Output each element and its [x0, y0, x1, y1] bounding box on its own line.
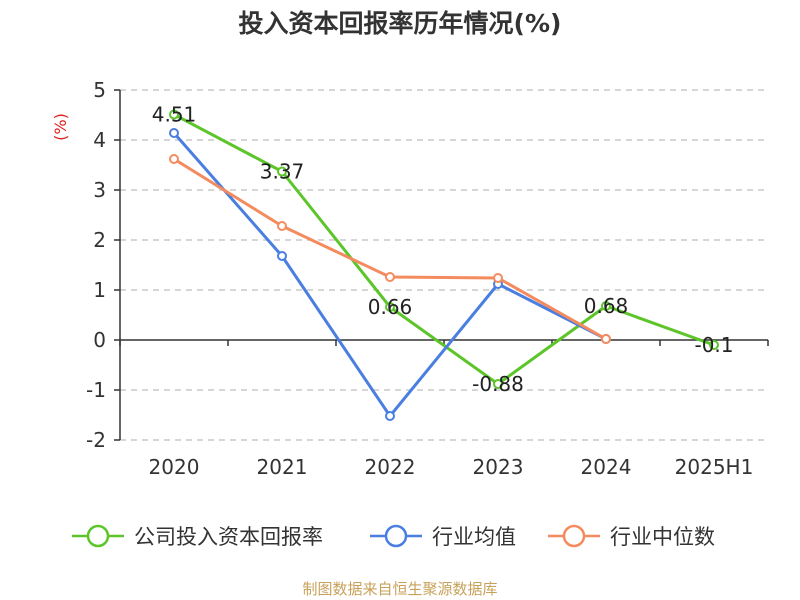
legend-item: 公司投入资本回报率	[72, 524, 323, 549]
data-label: -0.1	[694, 333, 733, 357]
data-label: 3.37	[260, 160, 305, 184]
x-tick-label: 2025H1	[675, 455, 754, 479]
data-point	[601, 334, 611, 344]
series-lines	[169, 109, 719, 421]
data-point	[169, 109, 179, 120]
data-point	[493, 379, 503, 389]
data-point	[169, 128, 179, 138]
data-point	[277, 166, 287, 177]
source-note: 制图数据来自恒生聚源数据库	[302, 580, 498, 598]
data-point	[709, 340, 719, 350]
y-tick-label: 3	[93, 178, 106, 202]
legend: 公司投入资本回报率 行业均值 行业中位数	[72, 524, 715, 549]
legend-item: 行业均值	[370, 524, 516, 549]
y-tick-label: 1	[93, 278, 106, 302]
legend-marker	[384, 524, 408, 548]
grid-lines	[120, 89, 768, 441]
data-point	[601, 301, 611, 311]
series-line-0	[173, 113, 715, 386]
x-tick-label: 2022	[365, 455, 416, 479]
data-labels: 4.51 3.37 0.66 -0.88 0.68 -0.1	[152, 103, 734, 397]
y-tick-label: -1	[86, 378, 106, 402]
data-point	[169, 154, 179, 164]
chart-title: 投入资本回报率历年情况(%)	[238, 9, 562, 38]
data-point	[277, 251, 287, 261]
y-tick-label: -2	[86, 428, 106, 452]
x-tick-label: 2023	[473, 455, 524, 479]
legend-label: 行业均值	[432, 525, 516, 549]
data-label: 0.66	[368, 295, 413, 319]
y-tick-label: 0	[93, 328, 106, 352]
axes: 5 4 3 2 1 0 -1 -2 2020 2021 2022 2023 2024 2025H1 (%)	[51, 78, 769, 479]
x-tick-label: 2021	[257, 455, 308, 479]
data-label: 4.51	[152, 103, 197, 127]
data-point	[493, 273, 503, 283]
legend-marker	[562, 524, 586, 548]
x-tick-label: 2020	[149, 455, 200, 479]
data-point	[385, 411, 395, 421]
y-tick-label: 4	[93, 128, 106, 152]
y-axis-label: (%)	[51, 113, 70, 141]
data-point	[385, 272, 395, 282]
x-tick-label: 2024	[581, 455, 632, 479]
data-point	[277, 221, 287, 231]
data-label: -0.88	[472, 372, 524, 396]
y-tick-label: 2	[93, 228, 106, 252]
legend-item: 行业中位数	[548, 524, 715, 549]
y-tick-label: 5	[93, 78, 106, 102]
legend-marker	[86, 524, 110, 548]
data-label: 0.68	[584, 294, 629, 318]
data-point	[385, 302, 395, 312]
legend-label: 公司投入资本回报率	[134, 525, 323, 549]
legend-label: 行业中位数	[610, 525, 715, 549]
